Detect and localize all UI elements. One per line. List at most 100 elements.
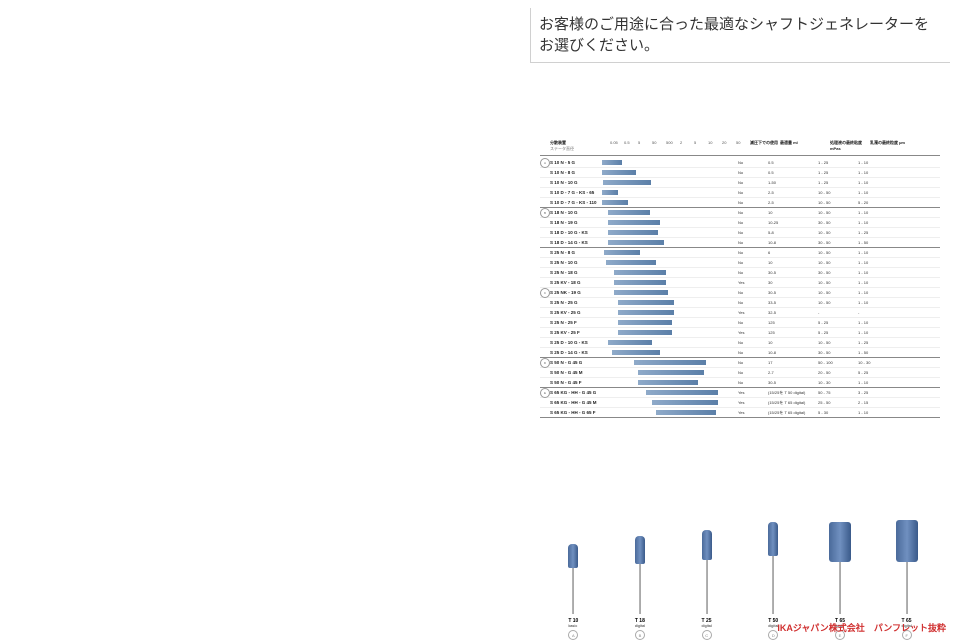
table-row: S 18 N - 19 GNo10-2530 - 501 - 10 — [540, 218, 940, 228]
product-illustration — [702, 530, 712, 614]
range-bar-cell — [598, 280, 738, 285]
cell: 1 - 50 — [858, 240, 898, 245]
table-row: S 18 D - 10 G - KSNo5-810 - 501 - 25 — [540, 228, 940, 238]
cell: 10 - 30 — [818, 380, 858, 385]
product-illustration — [829, 522, 851, 614]
cell: 5 - 20 — [858, 200, 898, 205]
range-bar-cell — [598, 270, 738, 275]
cell: No — [738, 360, 768, 365]
range-bar-cell — [598, 310, 738, 315]
row-name: S 25 NK - 19 G — [550, 290, 598, 295]
cell: 20 - 50 — [818, 370, 858, 375]
table-row: S 25 KV - 25 GYes32-5-- — [540, 308, 940, 318]
cell: No — [738, 290, 768, 295]
range-bar-cell — [598, 240, 738, 245]
row-name: S 18 D - 10 G - KS — [550, 230, 598, 235]
row-name: S 65 KG - HH - G 45 M — [550, 400, 598, 405]
cell: 1 - 25 — [818, 170, 858, 175]
spec-table: 分散装置 ステータ直径 0.050.555050025102050 滅圧下での使… — [540, 140, 940, 418]
range-bar — [634, 360, 706, 365]
cell: 10 - 50 — [818, 210, 858, 215]
cell: 17 — [768, 360, 818, 365]
cell: 1 - 10 — [858, 260, 898, 265]
cell: 5 - 25 — [858, 370, 898, 375]
range-bar-cell — [598, 390, 738, 395]
cell: 2-7 — [768, 370, 818, 375]
cell: 1 - 10 — [858, 330, 898, 335]
cell: No — [738, 170, 768, 175]
cell: Yes — [738, 280, 768, 285]
table-row: AS 10 N - 5 GNo0.51 - 251 - 10 — [540, 158, 940, 168]
col-c3: 処理液の最終粘度 mPas — [830, 140, 870, 152]
col-c2: 最適量 ml — [780, 140, 830, 152]
row-name: S 25 KV - 25 G — [550, 310, 598, 315]
cell: (15/25を T 65 digital) — [768, 410, 818, 416]
table-row: S 25 N - 25 GNo33-510 - 501 - 10 — [540, 298, 940, 308]
table-row: ES 65 KG - HH - G 45 GYes(15/25を T 50 di… — [540, 388, 940, 398]
range-bar-cell — [598, 340, 738, 345]
range-bar — [652, 400, 718, 405]
range-bar — [638, 370, 704, 375]
group-badge: E — [540, 388, 550, 398]
cell: Yes — [738, 330, 768, 335]
product-item: T 25digitalC — [673, 530, 740, 640]
product-illustration — [896, 520, 918, 614]
header-text: お客様のご用途に合った最適なシャフトジェネレーターをお選びください。 — [539, 14, 942, 56]
table-row: S 25 N - 25 FNo1255 - 251 - 10 — [540, 318, 940, 328]
product-illustration — [635, 536, 645, 614]
product-badge: C — [673, 630, 740, 640]
cell: No — [738, 210, 768, 215]
table-row: S 25 KV - 18 GYes3010 - 501 - 10 — [540, 278, 940, 288]
product-illustration — [568, 544, 578, 614]
cell: 125 — [768, 330, 818, 335]
cell: 0.5 — [768, 160, 818, 165]
cell: 10 - 50 — [818, 230, 858, 235]
table-row: S 25 KV - 25 FYes1255 - 251 - 10 — [540, 328, 940, 338]
row-name: S 18 D - 14 G - KS — [550, 240, 598, 245]
cell: No — [738, 380, 768, 385]
cell: 5 - 25 — [818, 320, 858, 325]
range-bar-cell — [598, 260, 738, 265]
cell: 1 - 25 — [818, 160, 858, 165]
range-bar-cell — [598, 160, 738, 165]
cell: Yes — [738, 390, 768, 395]
row-name: S 18 N - 10 G — [550, 210, 598, 215]
cell: 1 - 10 — [858, 290, 898, 295]
cell: 10 - 50 — [818, 290, 858, 295]
cell: 1 - 25 — [858, 230, 898, 235]
cell: 0.5 — [768, 170, 818, 175]
cell: 5-8 — [768, 230, 818, 235]
cell: No — [738, 160, 768, 165]
range-bar-cell — [598, 220, 738, 225]
cell: (15/25を T 65 digital) — [768, 400, 818, 406]
table-row: S 25 N - 8 GNo610 - 501 - 10 — [540, 248, 940, 258]
cell: 3 - 25 — [858, 390, 898, 395]
range-bar — [618, 300, 674, 305]
range-bar — [603, 180, 651, 185]
product-item: T 10basicA — [540, 544, 607, 640]
range-bar — [608, 220, 660, 225]
row-name: S 25 KV - 18 G — [550, 280, 598, 285]
table-row: S 50 N - G 45 MNo2-720 - 505 - 25 — [540, 368, 940, 378]
cell: 1 - 10 — [858, 170, 898, 175]
range-bar — [602, 190, 618, 195]
cell: (15/25を T 50 digital) — [768, 390, 818, 396]
cell: 1 - 10 — [858, 160, 898, 165]
cell: No — [738, 220, 768, 225]
col-c1: 滅圧下での使用 — [750, 140, 780, 152]
cell: 10 - 50 — [818, 190, 858, 195]
cell: 30 - 50 — [818, 350, 858, 355]
range-bar-cell — [598, 190, 738, 195]
range-bar-cell — [598, 250, 738, 255]
cell: No — [738, 250, 768, 255]
range-bar-cell — [598, 330, 738, 335]
cell: 2-5 — [768, 190, 818, 195]
cell: 2 - 15 — [858, 400, 898, 405]
cell: No — [738, 180, 768, 185]
table-row: S 10 D - 7 G - KS - 65No2-510 - 501 - 10 — [540, 188, 940, 198]
range-bar-cell — [598, 400, 738, 405]
range-bar — [638, 380, 698, 385]
table-row: S 18 D - 14 G - KSNo10-830 - 501 - 50 — [540, 238, 940, 248]
product-badge: A — [540, 630, 607, 640]
cell: 1 - 10 — [858, 410, 898, 415]
